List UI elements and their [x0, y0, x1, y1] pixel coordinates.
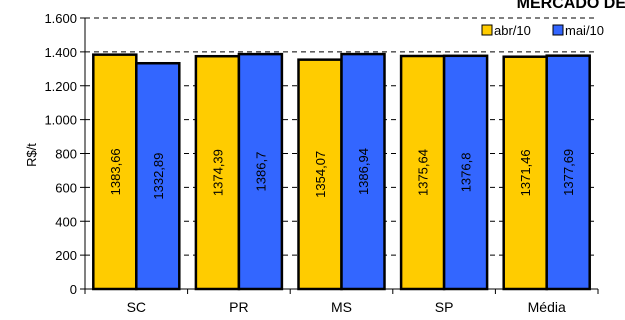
bar — [237, 52, 284, 291]
y-tick-label: 1.000 — [44, 113, 77, 128]
x-tick-label: SP — [435, 299, 454, 315]
legend-swatch — [481, 24, 493, 36]
bar — [399, 54, 446, 291]
data-label: 1374,39 — [210, 149, 225, 196]
data-label: 1377,69 — [561, 149, 576, 196]
data-label: 1371,46 — [518, 149, 533, 196]
y-tick-label: 0 — [70, 282, 77, 297]
data-label: 1375,64 — [416, 149, 431, 196]
legend-label: mai/10 — [565, 23, 604, 38]
y-axis-label: R$/t — [24, 143, 39, 167]
bar — [340, 52, 386, 291]
legend: abr/10 mai/10 — [481, 23, 604, 38]
legend-label: abr/10 — [494, 23, 531, 38]
bar — [92, 53, 138, 291]
bar — [442, 54, 489, 291]
data-labels: 1383,66 1332,89 1374,39 1386,7 1354,07 1386,9… — [108, 148, 576, 200]
bar — [545, 54, 591, 291]
y-axis: 0 200 400 600 800 1.000 1.200 1.400 1.600 — [44, 11, 86, 297]
y-tick-label: 800 — [55, 147, 77, 162]
y-tick-label: 600 — [55, 180, 77, 195]
x-tick-label: PR — [229, 299, 248, 315]
data-label: 1376,8 — [459, 153, 474, 193]
bars — [92, 52, 591, 291]
y-tick-label: 1.600 — [44, 11, 77, 26]
data-label: 1383,66 — [108, 148, 123, 195]
x-tick-label: SC — [127, 299, 146, 315]
legend-swatch — [552, 24, 564, 36]
data-label: 1386,7 — [253, 152, 268, 192]
y-tick-label: 1.400 — [44, 45, 77, 60]
y-tick-label: 1.200 — [44, 79, 77, 94]
y-tick-label: 200 — [55, 248, 77, 263]
data-label: 1332,89 — [151, 153, 166, 200]
y-tick-label: 400 — [55, 214, 77, 229]
chart-title: MERCADO DE — [517, 0, 625, 12]
x-tick-label: MS — [331, 299, 352, 315]
x-axis: SC PR MS SP Média — [84, 288, 599, 315]
x-tick-label: Média — [528, 299, 566, 315]
data-label: 1354,07 — [313, 151, 328, 198]
data-label: 1386,94 — [356, 148, 371, 195]
